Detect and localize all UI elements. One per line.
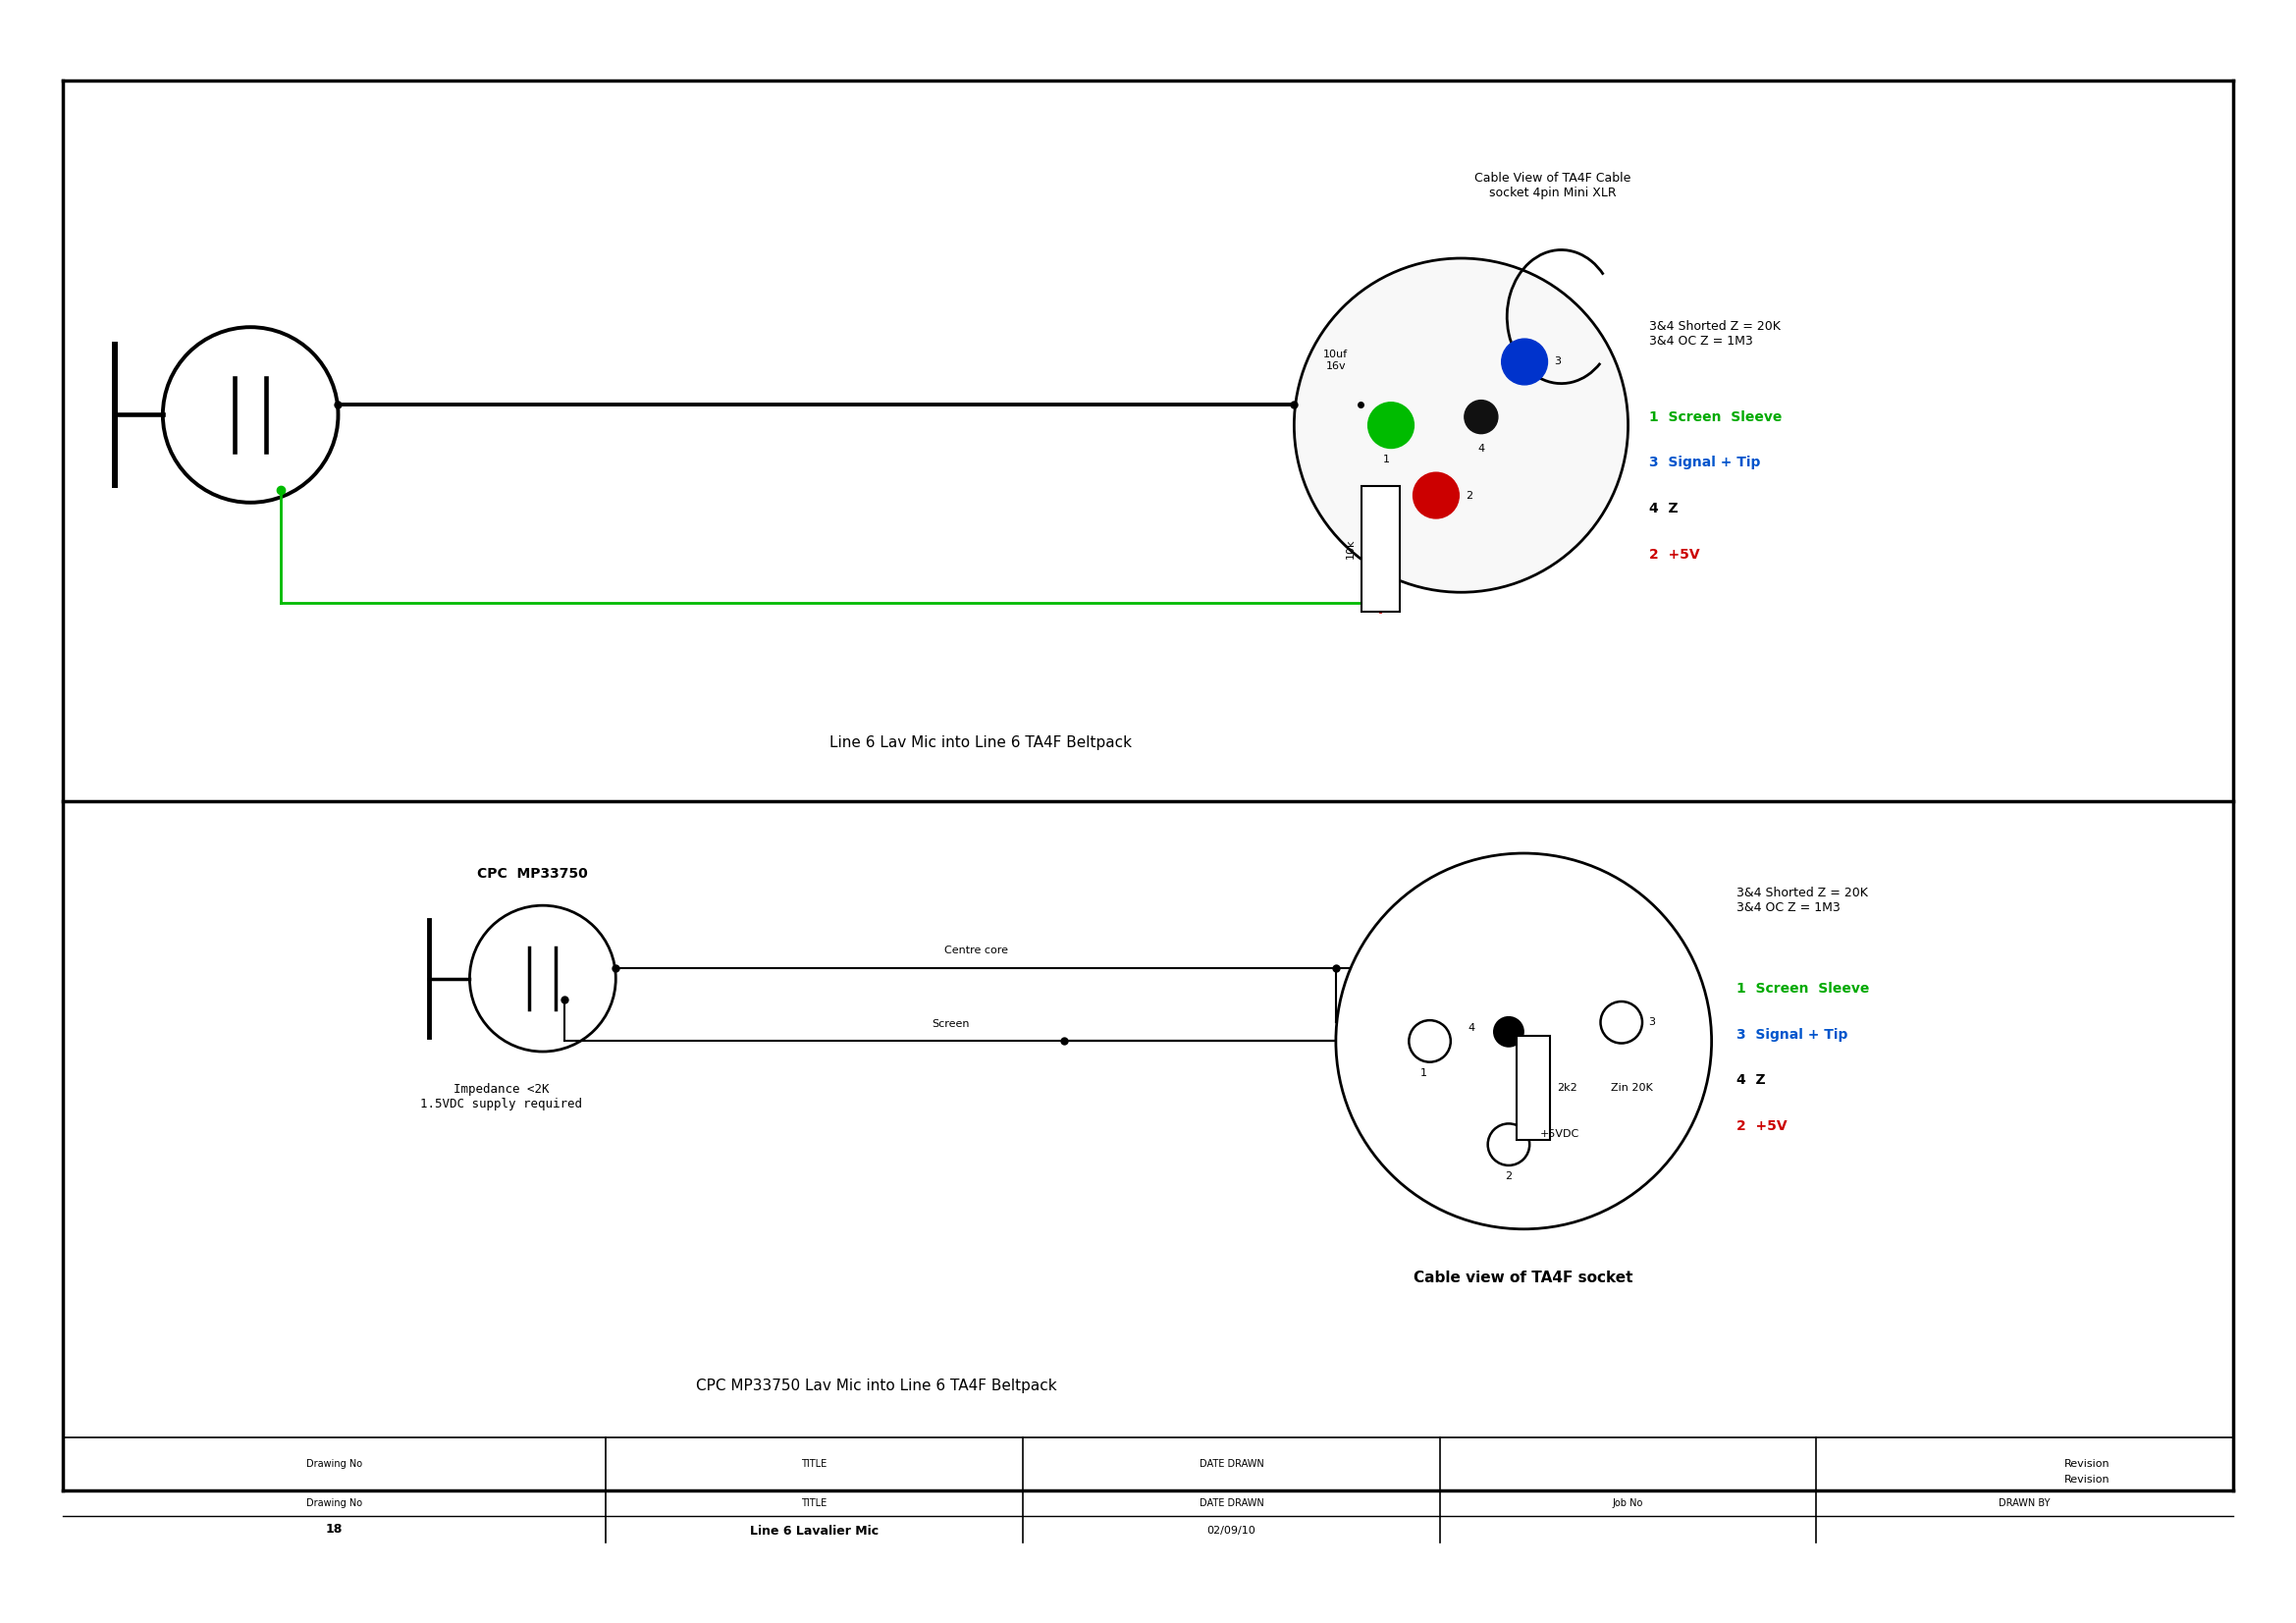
Text: Drawing No: Drawing No [305,1459,363,1469]
Text: 3: 3 [1554,357,1561,367]
Text: DATE DRAWN: DATE DRAWN [1199,1498,1263,1508]
Text: 1: 1 [1421,1068,1426,1078]
Text: 2  +5V: 2 +5V [1736,1120,1786,1133]
Text: 10uf
16v: 10uf 16v [1322,351,1348,372]
Text: Centre core: Centre core [944,946,1008,956]
Text: Zin 20K: Zin 20K [1612,1083,1653,1092]
Circle shape [1295,258,1628,592]
Text: Drawing No: Drawing No [305,1498,363,1508]
Text: Revision: Revision [2064,1459,2110,1469]
Circle shape [1600,1001,1642,1044]
Text: Line 6 Lav Mic into Line 6 TA4F Beltpack: Line 6 Lav Mic into Line 6 TA4F Beltpack [829,735,1132,750]
Text: +5VDC: +5VDC [1541,1130,1580,1139]
Text: 3  Signal + Tip: 3 Signal + Tip [1736,1027,1848,1042]
Text: Job No: Job No [1612,1498,1644,1508]
Text: TITLE: TITLE [801,1459,827,1469]
Text: TITLE: TITLE [801,1498,827,1508]
Circle shape [1488,1123,1529,1165]
Circle shape [1465,401,1497,433]
Text: 1  Screen  Sleeve: 1 Screen Sleeve [1736,982,1869,995]
Text: 1  Screen  Sleeve: 1 Screen Sleeve [1649,411,1782,424]
Text: CPC MP33750 Lav Mic into Line 6 TA4F Beltpack: CPC MP33750 Lav Mic into Line 6 TA4F Bel… [696,1378,1056,1393]
Circle shape [1412,472,1458,518]
Text: CPC  MP33750: CPC MP33750 [478,867,588,880]
Bar [1518,1035,1550,1141]
Text: Line 6 Lavalier Mic: Line 6 Lavalier Mic [751,1526,879,1539]
Text: 4  Z: 4 Z [1649,502,1678,516]
Text: Cable view of TA4F socket: Cable view of TA4F socket [1414,1271,1632,1285]
Circle shape [1502,339,1548,385]
Text: Screen: Screen [932,1019,969,1029]
Circle shape [1410,1021,1451,1061]
Circle shape [1495,1018,1522,1047]
Text: 3  Signal + Tip: 3 Signal + Tip [1649,456,1761,469]
Text: 1: 1 [1384,454,1389,464]
Text: 2  +5V: 2 +5V [1649,549,1699,562]
Text: 2: 2 [1465,490,1472,500]
Text: +: + [1306,378,1320,396]
Text: 18: 18 [326,1524,342,1535]
Text: DATE DRAWN: DATE DRAWN [1199,1459,1263,1469]
Text: 2: 2 [1506,1172,1513,1182]
Bar [1362,487,1398,612]
Text: 10k: 10k [1345,539,1355,560]
Circle shape [1336,854,1711,1229]
Text: 4: 4 [1467,1022,1476,1032]
Text: Impedance <2K
1.5VDC supply required: Impedance <2K 1.5VDC supply required [420,1083,581,1110]
Text: 3&4 Shorted Z = 20K
3&4 OC Z = 1M3: 3&4 Shorted Z = 20K 3&4 OC Z = 1M3 [1736,886,1869,914]
Text: 4  Z: 4 Z [1736,1073,1766,1087]
Text: 2k2: 2k2 [1557,1083,1577,1092]
Text: 3: 3 [1649,1018,1655,1027]
Text: 02/09/10: 02/09/10 [1208,1526,1256,1535]
Circle shape [1368,403,1414,448]
Text: DRAWN BY: DRAWN BY [2000,1498,2050,1508]
Text: Cable View of TA4F Cable
socket 4pin Mini XLR: Cable View of TA4F Cable socket 4pin Min… [1474,172,1630,200]
Text: Revision: Revision [2064,1475,2110,1485]
Text: 4: 4 [1479,445,1486,454]
Text: 3&4 Shorted Z = 20K
3&4 OC Z = 1M3: 3&4 Shorted Z = 20K 3&4 OC Z = 1M3 [1649,320,1779,347]
